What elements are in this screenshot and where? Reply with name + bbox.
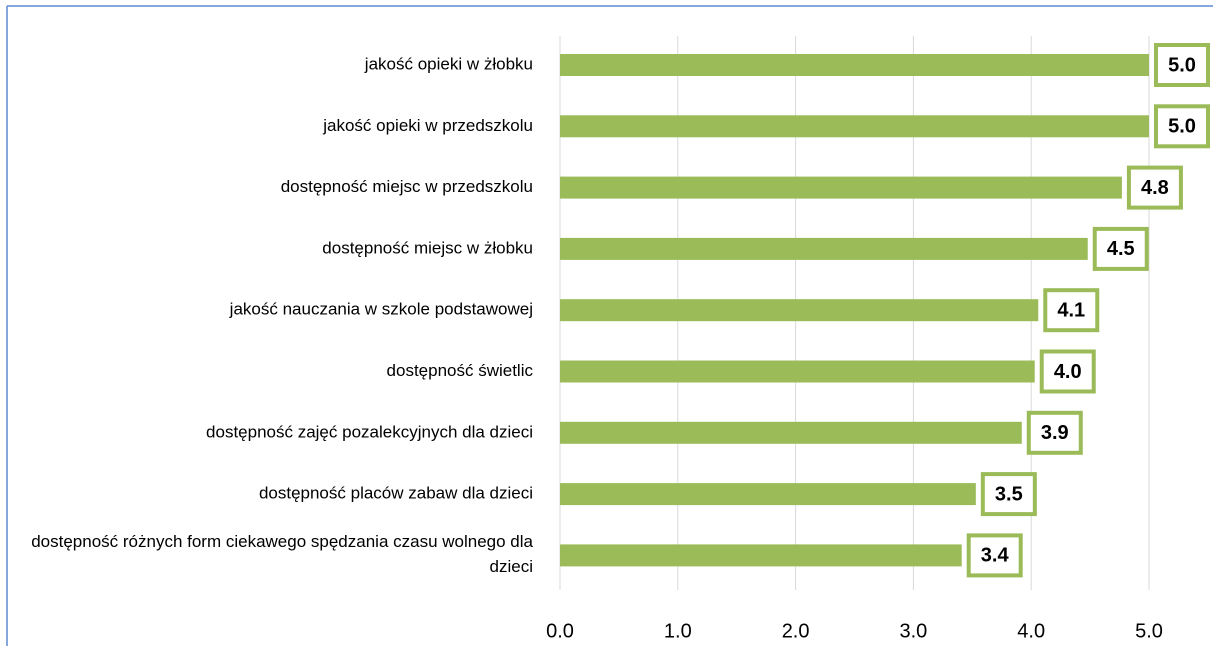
value-label-box [1092,226,1149,271]
bar [560,115,1149,138]
value-label: 4.5 [1107,238,1135,260]
y-tick-label: dostępność zajęć pozalekcyjnych dla dzie… [206,422,533,441]
bar [560,360,1035,383]
y-tick-label: jakość opieki w żłobku [364,54,533,73]
value-label-box [966,533,1023,578]
value-label-box [980,472,1037,517]
value-label: 5.0 [1168,54,1196,76]
value-label-box [1039,349,1096,394]
y-tick-label: dostępność miejsc w przedszkolu [281,177,533,196]
x-tick-label: 4.0 [1017,620,1045,642]
bar [560,237,1088,260]
value-label: 4.1 [1057,299,1085,321]
value-label-box [1154,104,1210,149]
x-tick-label: 0.0 [546,620,574,642]
value-label-box [1126,165,1183,210]
value-label: 3.9 [1041,422,1069,444]
value-label: 5.0 [1168,116,1196,138]
value-label: 3.5 [995,483,1023,505]
bar [560,54,1149,76]
value-label-box [1154,43,1210,87]
y-tick-label: dostępność placów zabaw dla dzieci [259,484,533,503]
x-tick-label: 1.0 [664,620,692,642]
bar [560,299,1039,322]
value-label-box [1043,288,1100,333]
y-tick-label: jakość nauczania w szkole podstawowej [229,300,533,319]
value-label: 3.4 [981,545,1010,567]
y-tick-label: dostępność miejsc w żłobku [322,238,533,257]
bar [560,176,1122,199]
value-label: 4.0 [1054,361,1082,383]
bar [560,483,976,506]
value-label: 4.8 [1141,177,1169,199]
x-tick-label: 5.0 [1135,620,1163,642]
bar [560,421,1022,444]
bar [560,544,962,567]
value-label-box [1026,410,1083,455]
x-tick-label: 3.0 [899,620,927,642]
y-tick-label: jakość opieki w przedszkolu [322,116,533,135]
x-tick-label: 2.0 [782,620,810,642]
y-tick-label: dostępność świetlic [387,361,534,380]
y-tick-label: dostępność różnych form ciekawego spędza… [31,532,533,576]
